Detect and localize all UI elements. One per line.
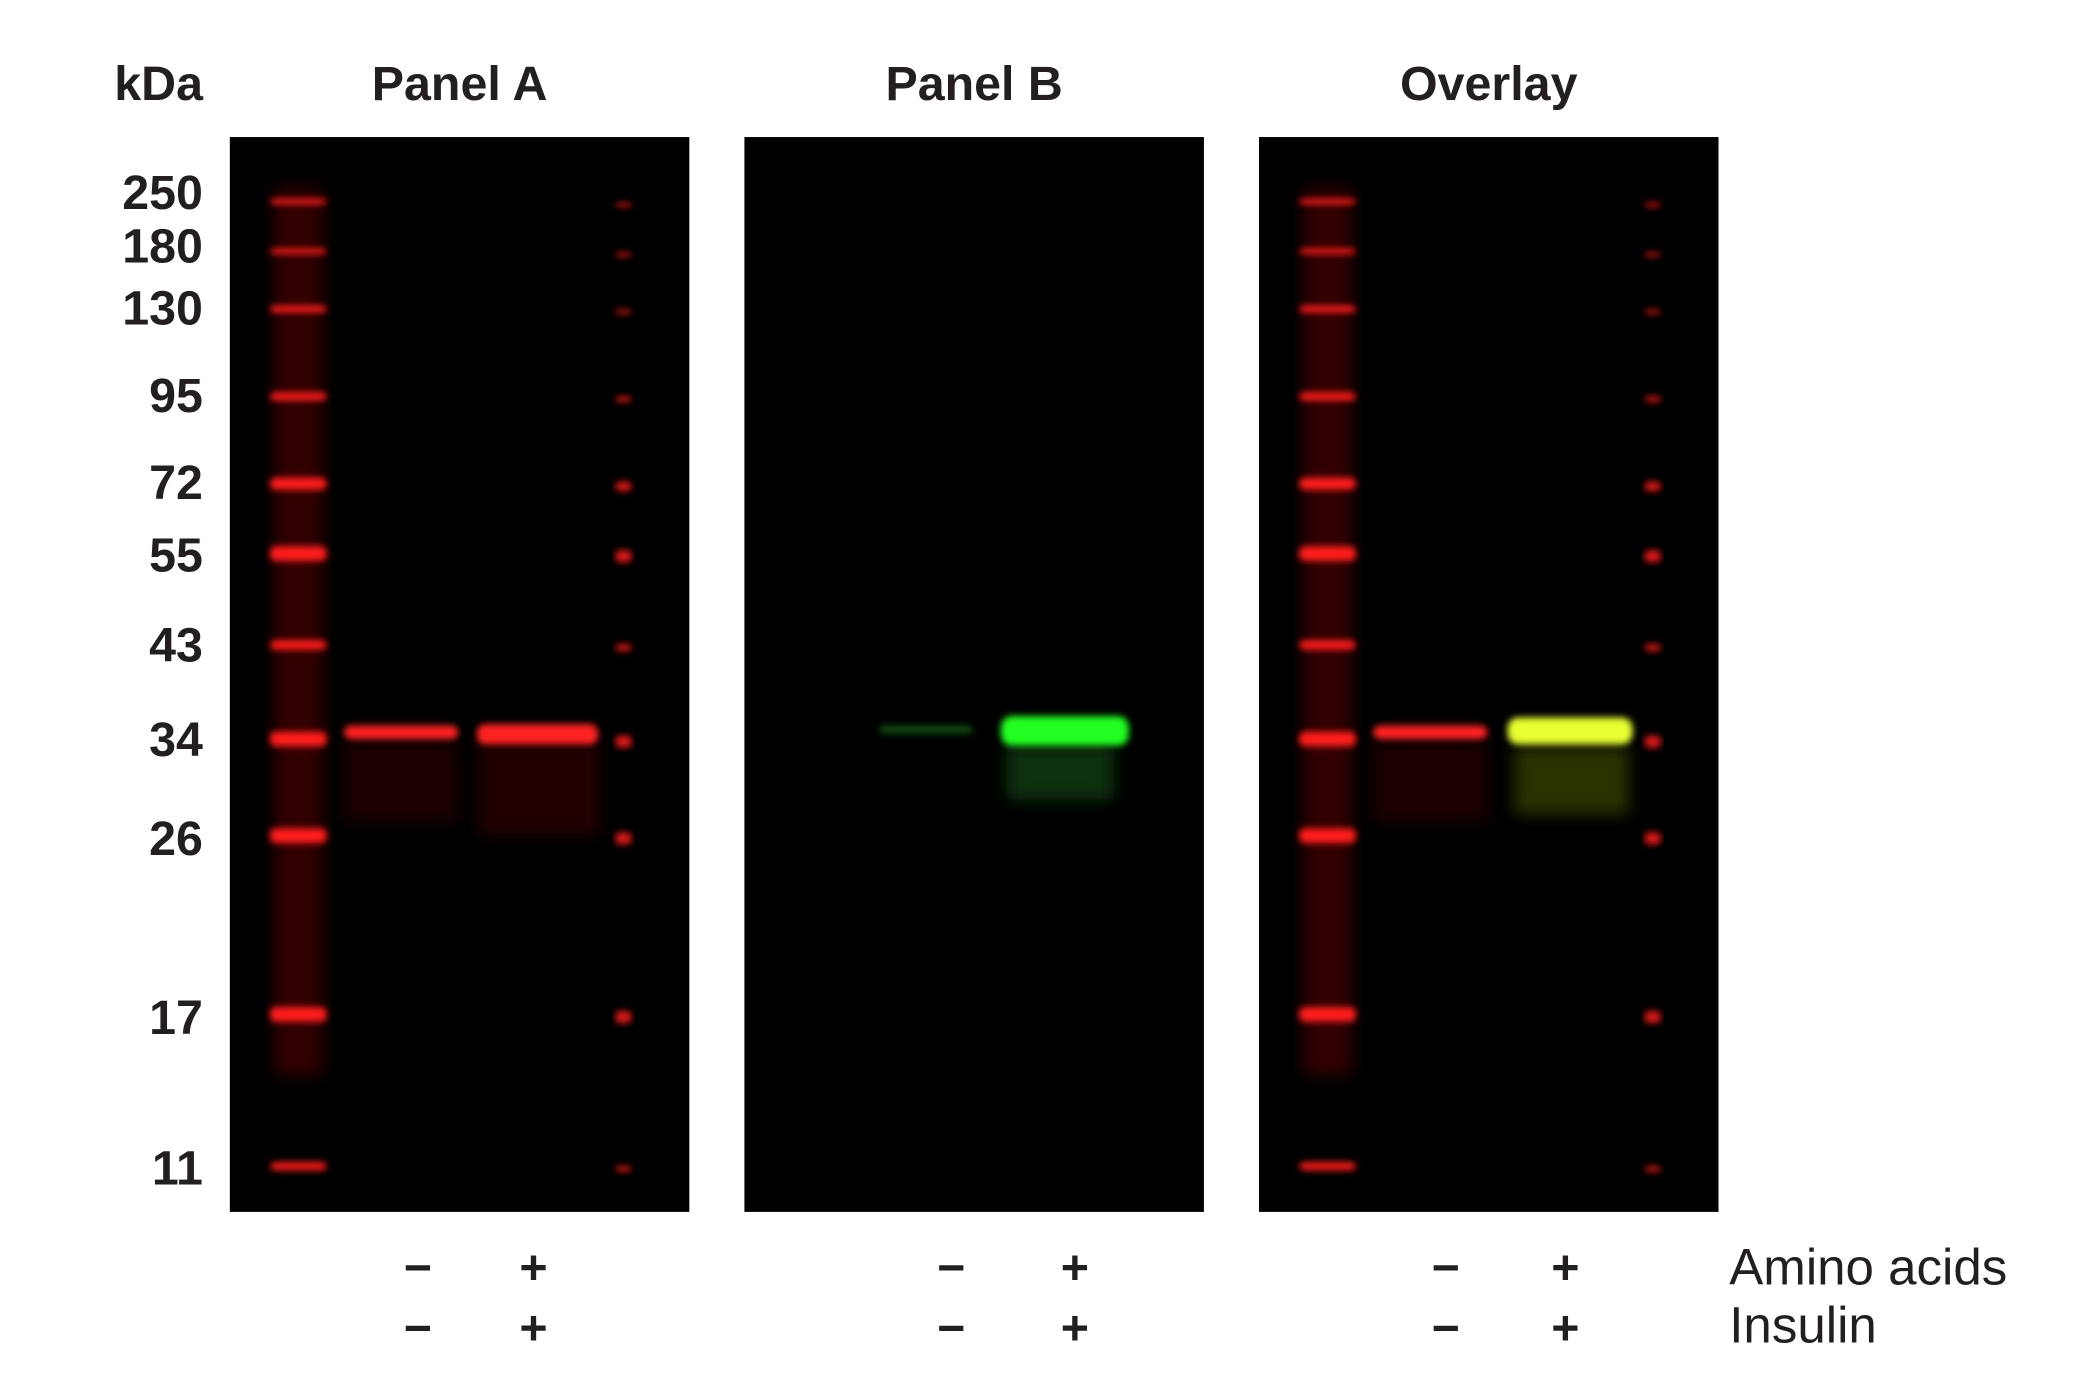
sample-band	[1507, 717, 1633, 745]
ladder-band	[270, 248, 327, 254]
ladder-band	[1644, 309, 1661, 314]
ladder-band	[1299, 731, 1356, 747]
ladder-band	[615, 644, 632, 651]
marker-label: 55	[149, 529, 203, 583]
ladder-band	[270, 1007, 327, 1022]
ladder-band	[270, 305, 327, 313]
ladder-band	[615, 550, 632, 563]
ladder-band	[1644, 735, 1661, 748]
ladder-band	[1644, 252, 1661, 257]
marker-label: 95	[149, 369, 203, 423]
sample-band	[344, 725, 459, 739]
treatment-sign: −	[1432, 1301, 1460, 1355]
ladder-band	[270, 828, 327, 844]
condition-label: Insulin	[1729, 1296, 1877, 1353]
sample-smear	[1514, 747, 1629, 815]
blot-panel	[744, 137, 1204, 1212]
panel-title: Panel A	[372, 57, 548, 111]
sample-band	[477, 724, 598, 745]
ladder-band	[1644, 1166, 1661, 1172]
ladder-band	[1644, 832, 1661, 845]
ladder-band	[1299, 305, 1356, 313]
ladder-band	[1299, 640, 1356, 650]
panel-title: Panel B	[885, 57, 1062, 111]
ladder-band	[615, 1166, 632, 1172]
ladder-band	[615, 202, 632, 207]
treatment-sign: +	[1551, 1301, 1579, 1355]
ladder-band	[270, 640, 327, 650]
marker-label: 180	[122, 220, 203, 274]
ladder-band	[1299, 1162, 1356, 1171]
treatment-sign: −	[1432, 1241, 1460, 1295]
ladder-smear	[1303, 188, 1352, 1075]
ladder-band	[615, 309, 632, 314]
marker-label: 11	[152, 1141, 203, 1195]
treatment-sign: +	[1061, 1241, 1089, 1295]
ladder-band	[1299, 392, 1356, 401]
treatment-sign: +	[519, 1241, 547, 1295]
marker-label: 17	[149, 991, 203, 1045]
ladder-band	[270, 477, 327, 490]
marker-label: 250	[122, 166, 203, 220]
ladder-band	[1644, 481, 1661, 492]
ladder-band	[1299, 546, 1356, 561]
marker-label: 26	[149, 812, 203, 866]
treatment-sign: +	[1551, 1241, 1579, 1295]
ladder-band	[270, 392, 327, 401]
ladder-band	[615, 1011, 632, 1024]
ladder-band	[1299, 1007, 1356, 1022]
ladder-band	[615, 481, 632, 492]
ladder-band	[1644, 1011, 1661, 1024]
ladder-band	[1299, 477, 1356, 490]
sample-smear	[1373, 741, 1488, 823]
marker-label: 34	[149, 713, 203, 767]
ladder-band	[1644, 396, 1661, 402]
sample-band	[1373, 725, 1488, 739]
panel-title: Overlay	[1400, 57, 1578, 111]
ladder-band	[1299, 828, 1356, 844]
ladder-band	[615, 735, 632, 748]
marker-label: 43	[149, 619, 203, 673]
treatment-sign: −	[404, 1301, 432, 1355]
condition-label: Amino acids	[1729, 1239, 2007, 1296]
ladder-band	[615, 832, 632, 845]
ladder-smear	[274, 188, 323, 1075]
treatment-sign: +	[519, 1301, 547, 1355]
treatment-sign: −	[937, 1301, 965, 1355]
ladder-band	[270, 731, 327, 747]
size-label: kDa	[114, 57, 204, 111]
ladder-band	[1644, 550, 1661, 563]
marker-label: 130	[122, 281, 203, 335]
sample-band	[1001, 716, 1129, 746]
ladder-band	[615, 252, 632, 257]
ladder-band	[270, 198, 327, 205]
treatment-sign: +	[1061, 1301, 1089, 1355]
sample-smear	[344, 741, 459, 823]
ladder-band	[270, 1162, 327, 1171]
sample-smear	[1006, 745, 1114, 800]
ladder-band	[1299, 198, 1356, 205]
ladder-band	[1299, 248, 1356, 254]
ladder-band	[615, 396, 632, 402]
ladder-band	[1644, 644, 1661, 651]
treatment-sign: −	[404, 1241, 432, 1295]
sample-band	[878, 725, 973, 734]
sample-smear	[478, 741, 600, 836]
ladder-band	[1644, 202, 1661, 207]
ladder-band	[270, 546, 327, 561]
marker-label: 72	[149, 456, 203, 510]
treatment-sign: −	[937, 1241, 965, 1295]
